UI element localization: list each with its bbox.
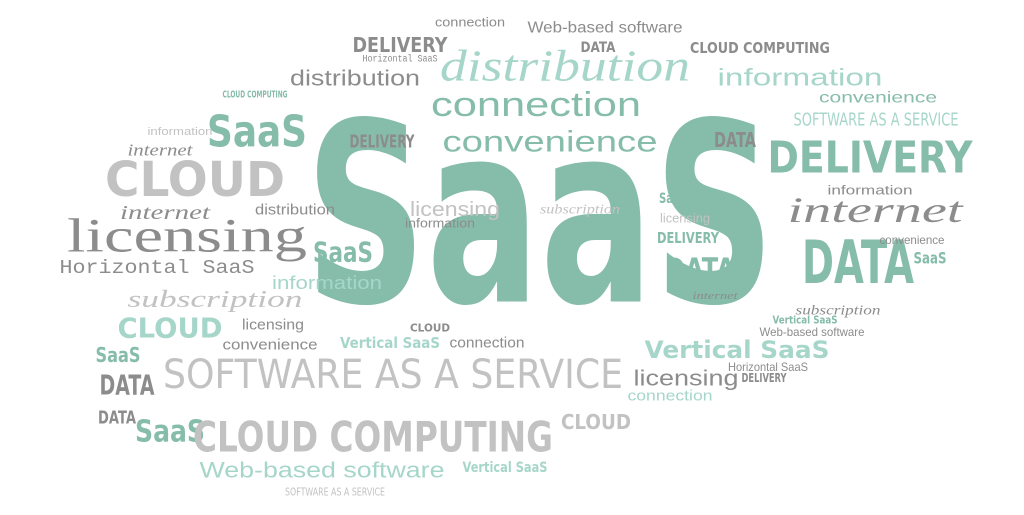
word: Vertical SaaS — [645, 336, 830, 364]
word: information — [718, 65, 883, 92]
word: Horizontal SaaS — [728, 360, 808, 374]
word: DELIVERY — [742, 371, 787, 385]
word: DATA — [714, 128, 756, 152]
word: subscription — [796, 304, 881, 319]
word: licensing — [242, 317, 304, 334]
word: SaaS — [914, 249, 947, 268]
word: Web-based software — [200, 458, 445, 483]
word: DATA — [100, 369, 155, 402]
word: DELIVERY — [350, 132, 416, 153]
word: convenience — [880, 233, 945, 247]
word: connection — [431, 86, 641, 124]
word: subscription — [128, 287, 303, 313]
word: CLOUD COMPUTING — [223, 90, 288, 101]
word: CLOUD — [105, 152, 285, 208]
word: convenience — [443, 126, 658, 159]
word: DATA — [98, 408, 136, 429]
word: subscription — [540, 203, 620, 218]
word: Horizontal SaaS — [60, 257, 255, 279]
word: DELIVERY — [768, 133, 974, 184]
word: DELIVERY — [657, 229, 720, 247]
word: Horizontal SaaS — [363, 54, 438, 66]
word: licensing — [410, 199, 500, 221]
word: SOFTWARE AS A SERVICE — [163, 352, 623, 398]
word: Vertical SaaS — [463, 460, 548, 476]
word: DATA — [802, 228, 914, 298]
word: distribution — [440, 42, 690, 91]
word: convenience — [223, 337, 318, 354]
word: SaaS — [305, 70, 775, 361]
word: information — [272, 273, 382, 293]
word: CLOUD — [561, 410, 631, 434]
word: Vertical SaaS — [340, 334, 440, 352]
word: internet — [128, 141, 195, 160]
word: CLOUD — [118, 312, 223, 345]
word: distribution — [290, 66, 420, 91]
word: licensing — [634, 366, 739, 391]
word: information — [148, 126, 213, 138]
word: connection — [450, 335, 525, 352]
word: internet — [120, 202, 211, 224]
word: DATA — [581, 40, 616, 56]
word: SaaS — [659, 191, 687, 207]
word: connection — [435, 15, 505, 30]
word: internet — [693, 290, 739, 302]
word: SaaS — [96, 343, 141, 367]
word: SOFTWARE AS A SERVICE — [794, 110, 959, 131]
word: SaaS — [135, 415, 205, 450]
word: licensing — [660, 211, 710, 226]
word: CLOUD — [410, 322, 450, 335]
word: information — [828, 183, 913, 198]
word: connection — [628, 388, 713, 405]
word: SaaS — [207, 107, 307, 158]
word: CLOUD COMPUTING — [690, 39, 830, 57]
word: SOFTWARE AS A SERVICE — [285, 486, 385, 499]
word: DATA — [665, 253, 736, 288]
word: internet — [788, 190, 965, 230]
word: distribution — [255, 202, 335, 219]
word: SaaS — [313, 236, 373, 269]
word: Web-based software — [528, 20, 683, 37]
word: Vertical SaaS — [773, 314, 838, 327]
word: DELIVERY — [353, 33, 448, 57]
word: licensing — [67, 210, 307, 263]
word: CLOUD COMPUTING — [193, 413, 553, 462]
word: information — [405, 216, 475, 231]
word: Web-based software — [760, 325, 865, 339]
word: convenience — [819, 90, 937, 107]
